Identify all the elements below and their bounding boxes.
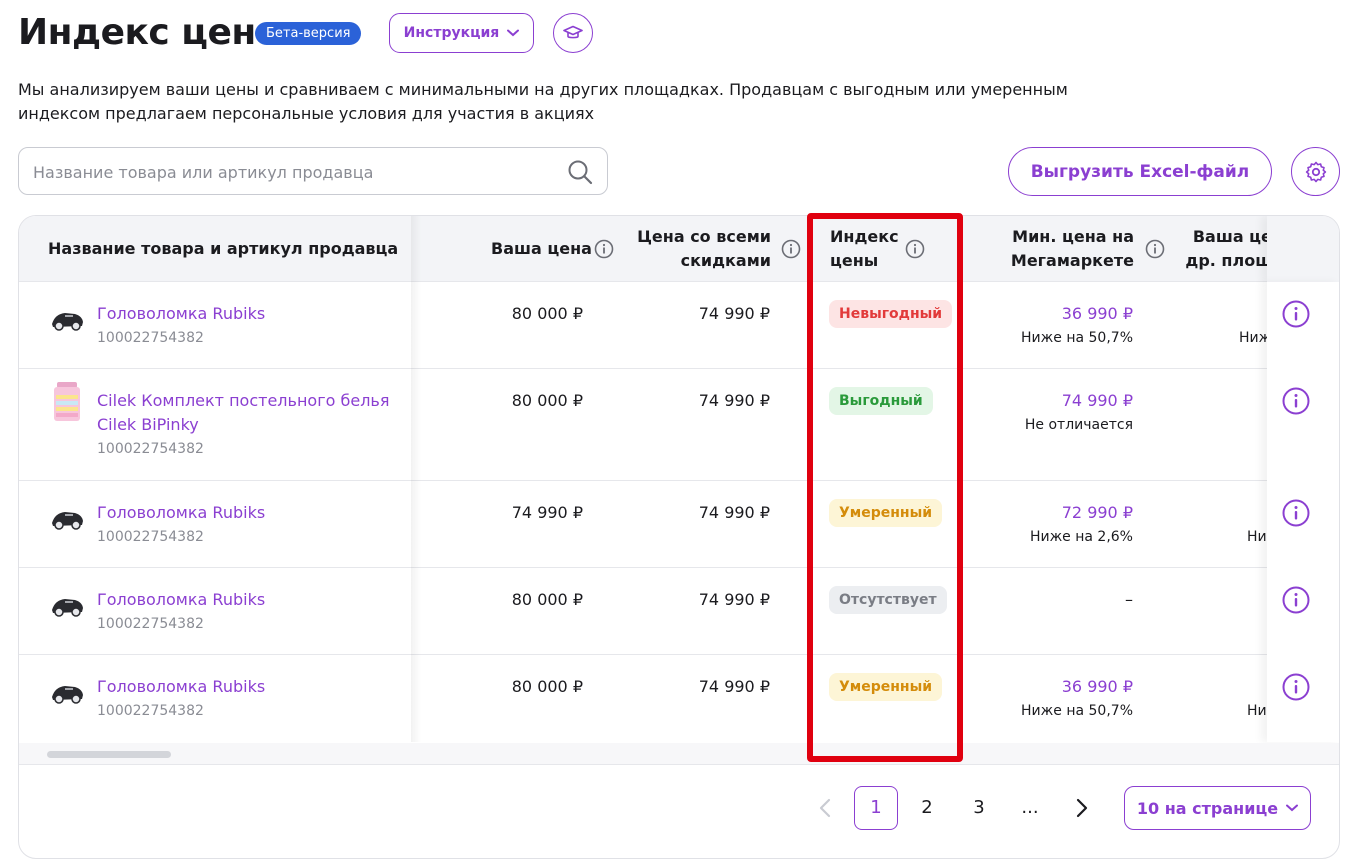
bedding-pack-thumbnail [54, 382, 80, 421]
table-row[interactable]: Головоломка Rubiks 100022754382 74 990 ₽… [19, 481, 1339, 568]
product-name-link[interactable]: Cilek Комплект постельного белья Cilek B… [97, 391, 390, 434]
chevron-down-icon [1286, 804, 1299, 812]
previous-page-arrow-icon[interactable] [815, 796, 835, 820]
min-price-link[interactable]: 74 990 ₽ [1061, 391, 1133, 410]
page-button-1[interactable]: 1 [854, 786, 898, 830]
product-name-link[interactable]: Головоломка Rubiks [97, 503, 266, 522]
search-box [18, 147, 608, 195]
min-price-note: Не отличается [1024, 417, 1133, 433]
product-sku: 100022754382 [97, 529, 204, 545]
graduation-cap-icon [563, 25, 583, 39]
search-input[interactable] [33, 160, 553, 184]
table-row[interactable]: Cilek Комплект постельного белья Cilek B… [19, 369, 1339, 481]
instructions-dropdown-button[interactable]: Инструкция [389, 13, 534, 53]
car-toy-thumbnail [52, 512, 83, 530]
next-page-arrow-icon[interactable] [1072, 796, 1092, 820]
sticky-column-header [1267, 216, 1339, 282]
product-name-link[interactable]: Головоломка Rubiks [97, 677, 266, 696]
info-icon[interactable] [1282, 673, 1310, 701]
training-button[interactable] [553, 13, 593, 53]
info-icon[interactable] [594, 239, 614, 259]
other-price-note: Ниже [1239, 330, 1267, 346]
beta-badge: Бета-версия [255, 22, 362, 45]
price-index-badge: Невыгодный [829, 300, 953, 328]
page-title: Индекс цен [18, 12, 256, 53]
sticky-column-shadow [411, 216, 421, 742]
column-header-your-price[interactable]: Ваша цена [491, 239, 592, 258]
horizontal-scrollbar[interactable] [19, 743, 1339, 765]
column-header-product: Название товара и артикул продавца [48, 239, 399, 258]
per-page-select[interactable]: 10 на странице [1124, 786, 1311, 830]
chevron-down-icon [507, 29, 520, 37]
min-price-link[interactable]: 36 990 ₽ [1061, 304, 1133, 323]
discount-price: 74 990 ₽ [698, 503, 770, 522]
info-icon[interactable] [1282, 499, 1310, 527]
your-price: 80 000 ₽ [511, 391, 583, 410]
info-icon[interactable] [1282, 387, 1310, 415]
price-index-badge: Выгодный [829, 387, 933, 415]
price-index-table: Название товара и артикул продавца Ваша … [18, 215, 1340, 859]
scrollbar-thumb[interactable] [47, 751, 171, 758]
gear-icon [1305, 161, 1326, 182]
instructions-label: Инструкция [403, 25, 500, 41]
column-header-other-price[interactable]: Ваша цена на др. площадках [1185, 227, 1267, 270]
table-row[interactable]: Головоломка Rubiks 100022754382 80 000 ₽… [19, 568, 1339, 655]
column-header-price-index[interactable]: Индекс цены [830, 227, 899, 270]
price-index-badge: Умеренный [829, 673, 943, 701]
car-toy-thumbnail [52, 686, 83, 704]
table-row[interactable]: Головоломка Rubiks 100022754382 80 000 ₽… [19, 282, 1339, 369]
info-icon[interactable] [781, 239, 801, 259]
product-sku: 100022754382 [97, 616, 204, 632]
your-price: 80 000 ₽ [511, 304, 583, 323]
info-icon[interactable] [1145, 239, 1165, 259]
export-excel-button[interactable]: Выгрузить Excel-файл [1008, 147, 1272, 196]
your-price: 80 000 ₽ [511, 590, 583, 609]
product-name-link[interactable]: Головоломка Rubiks [97, 590, 266, 609]
row-actions-column [1267, 282, 1339, 742]
search-icon[interactable] [567, 159, 593, 185]
column-header-discount-price[interactable]: Цена со всеми скидками [637, 227, 771, 270]
discount-price: 74 990 ₽ [698, 677, 770, 696]
price-index-badge: Отсутствует [829, 586, 947, 614]
discount-price: 74 990 ₽ [698, 391, 770, 410]
min-price-note: Ниже на 50,7% [1021, 330, 1133, 346]
discount-price: 74 990 ₽ [698, 590, 770, 609]
car-toy-thumbnail [52, 599, 83, 617]
column-header-min-price[interactable]: Мин. цена на Мегамаркете [1010, 227, 1134, 270]
product-sku: 100022754382 [97, 703, 204, 719]
per-page-label: 10 на странице [1136, 798, 1279, 818]
your-price: 74 990 ₽ [511, 503, 583, 522]
page-button-2[interactable]: 2 [921, 797, 933, 818]
min-price-link[interactable]: 72 990 ₽ [1061, 503, 1133, 522]
price-index-badge: Умеренный [829, 499, 943, 527]
table-header: Название товара и артикул продавца Ваша … [19, 216, 1339, 282]
product-sku: 100022754382 [97, 330, 204, 346]
your-price: 80 000 ₽ [511, 677, 583, 696]
discount-price: 74 990 ₽ [698, 304, 770, 323]
car-toy-thumbnail [52, 313, 83, 331]
info-icon[interactable] [1282, 300, 1310, 328]
page-description: Мы анализируем ваши цены и сравниваем с … [18, 80, 1068, 123]
info-icon[interactable] [905, 239, 925, 259]
product-sku: 100022754382 [97, 441, 204, 457]
min-price-empty: – [1125, 590, 1133, 609]
min-price-link[interactable]: 36 990 ₽ [1061, 677, 1133, 696]
min-price-note: Ниже на 2,6% [1029, 529, 1133, 545]
min-price-note: Ниже на 50,7% [1021, 703, 1133, 719]
table-row[interactable]: Головоломка Rubiks 100022754382 80 000 ₽… [19, 655, 1339, 742]
settings-button[interactable] [1291, 147, 1340, 196]
info-icon[interactable] [1282, 586, 1310, 614]
index-column-highlight [807, 213, 963, 762]
product-name-link[interactable]: Головоломка Rubiks [97, 304, 266, 323]
page-button-3[interactable]: 3 [973, 797, 985, 818]
page-ellipsis[interactable]: ... [1021, 797, 1039, 818]
